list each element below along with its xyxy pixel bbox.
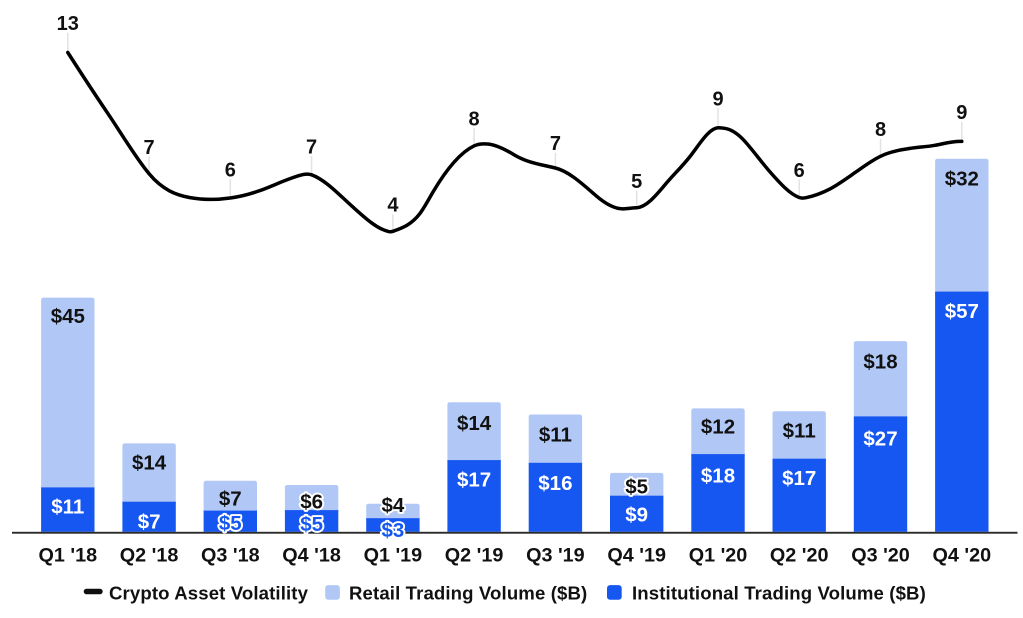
svg-text:5: 5 — [631, 171, 642, 193]
svg-text:8: 8 — [469, 109, 480, 131]
svg-text:$5: $5 — [219, 512, 242, 535]
svg-text:Q4 '20: Q4 '20 — [933, 545, 992, 567]
svg-text:$12: $12 — [701, 415, 735, 438]
svg-text:Q1 '19: Q1 '19 — [364, 545, 423, 567]
svg-text:Q3 '20: Q3 '20 — [851, 545, 910, 567]
svg-text:$6: $6 — [300, 490, 323, 513]
svg-text:$16: $16 — [538, 472, 572, 495]
svg-text:$9: $9 — [625, 503, 648, 526]
svg-text:Crypto Asset Volatility: Crypto Asset Volatility — [109, 582, 309, 603]
svg-text:9: 9 — [712, 88, 723, 110]
svg-text:Q2 '19: Q2 '19 — [445, 545, 504, 567]
svg-text:7: 7 — [550, 133, 561, 155]
svg-text:$5: $5 — [625, 475, 648, 498]
svg-text:$11: $11 — [539, 423, 572, 446]
svg-text:Q2 '20: Q2 '20 — [770, 545, 829, 567]
svg-text:$17: $17 — [457, 469, 491, 492]
svg-text:$18: $18 — [863, 351, 897, 374]
svg-text:$57: $57 — [945, 300, 979, 323]
svg-text:6: 6 — [794, 160, 805, 182]
svg-text:Q1 '18: Q1 '18 — [39, 545, 98, 567]
svg-text:$45: $45 — [51, 305, 85, 328]
svg-text:$7: $7 — [138, 510, 161, 533]
svg-text:Institutional Trading Volume (: Institutional Trading Volume ($B) — [632, 582, 926, 603]
svg-text:$5: $5 — [300, 513, 323, 536]
svg-text:Q4 '19: Q4 '19 — [607, 545, 666, 567]
svg-text:9: 9 — [956, 102, 967, 124]
svg-text:$27: $27 — [863, 427, 897, 450]
svg-text:$11: $11 — [51, 496, 84, 519]
svg-text:7: 7 — [144, 137, 155, 159]
svg-text:$14: $14 — [132, 451, 167, 474]
svg-text:8: 8 — [875, 119, 886, 141]
svg-text:Retail Trading Volume ($B): Retail Trading Volume ($B) — [349, 582, 587, 603]
svg-text:$7: $7 — [219, 487, 242, 510]
svg-text:Q2 '18: Q2 '18 — [120, 545, 179, 567]
svg-text:13: 13 — [57, 13, 79, 35]
svg-text:$3: $3 — [381, 519, 404, 542]
svg-text:6: 6 — [225, 160, 236, 182]
svg-text:$4: $4 — [381, 494, 404, 517]
svg-text:$32: $32 — [945, 168, 979, 191]
svg-text:Q4 '18: Q4 '18 — [282, 545, 341, 567]
svg-text:$11: $11 — [783, 419, 816, 442]
svg-text:Q1 '20: Q1 '20 — [689, 545, 748, 567]
svg-text:4: 4 — [387, 195, 399, 217]
svg-text:Q3 '18: Q3 '18 — [201, 545, 260, 567]
svg-text:$14: $14 — [457, 412, 492, 435]
svg-text:7: 7 — [306, 136, 317, 158]
svg-text:$18: $18 — [701, 465, 735, 488]
svg-text:Q3 '19: Q3 '19 — [526, 545, 585, 567]
svg-text:$17: $17 — [782, 467, 816, 490]
